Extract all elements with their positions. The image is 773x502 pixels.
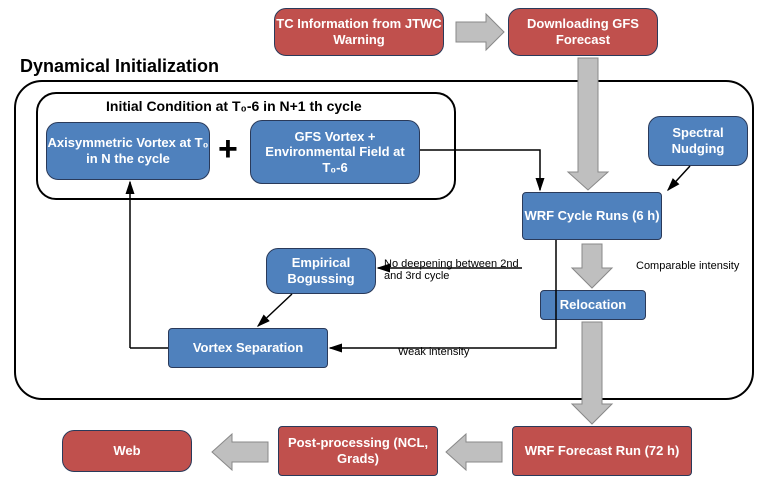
arrow-forecast-to-postproc	[446, 434, 502, 470]
node-gfs-vortex: GFS Vortex + Environmental Field at T₀-6	[250, 120, 420, 184]
node-vortex-sep: Vortex Separation	[168, 328, 328, 368]
section-title: Dynamical Initialization	[20, 56, 219, 77]
node-web: Web	[62, 430, 192, 472]
inner-title: Initial Condition at T₀-6 in N+1 th cycl…	[106, 98, 362, 114]
node-postproc: Post-processing (NCL, Grads)	[278, 426, 438, 476]
node-empirical: Empirical Bogussing	[266, 248, 376, 294]
node-relocation: Relocation	[540, 290, 646, 320]
node-tc-info: TC Information from JTWC Warning	[274, 8, 444, 56]
label-weak: Weak intensity	[398, 346, 469, 358]
node-spectral: Spectral Nudging	[648, 116, 748, 166]
node-wrf-cycle: WRF Cycle Runs (6 h)	[522, 192, 662, 240]
plus-symbol: +	[218, 130, 238, 169]
label-comparable: Comparable intensity	[636, 260, 739, 272]
label-nodeepening: No deepening between 2nd and 3rd cycle	[384, 258, 524, 282]
arrow-postproc-to-web	[212, 434, 268, 470]
node-download: Downloading GFS Forecast	[508, 8, 658, 56]
arrow-tc-to-download	[456, 14, 504, 50]
node-axis-vortex: Axisymmetric Vortex at T₀ in N the cycle	[46, 122, 210, 180]
node-wrf-forecast: WRF Forecast Run (72 h)	[512, 426, 692, 476]
